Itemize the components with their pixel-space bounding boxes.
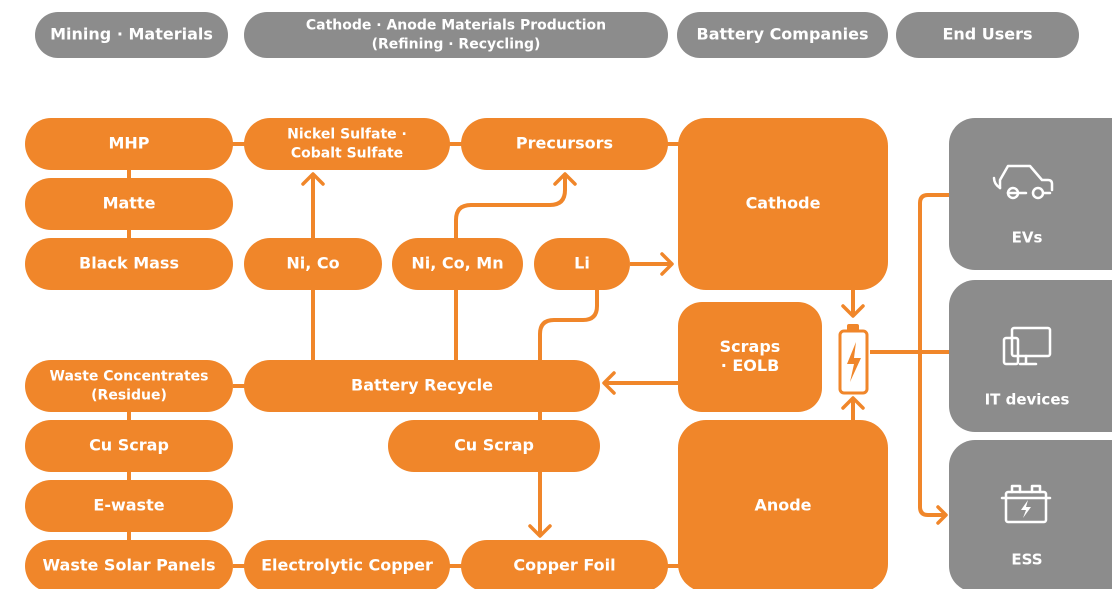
box-label: Precursors (516, 134, 613, 153)
box-label: Cu Scrap (89, 436, 169, 455)
box (244, 540, 450, 589)
box (392, 238, 523, 290)
box-label: Scraps (720, 337, 781, 356)
box (25, 238, 233, 290)
car-icon (992, 164, 1054, 200)
box (461, 540, 668, 589)
box (25, 360, 233, 412)
box-label: Matte (103, 194, 156, 213)
end-user-box (949, 118, 1112, 270)
box-label: Ni, Co (286, 254, 339, 273)
box (534, 238, 630, 290)
box (25, 178, 233, 230)
box (244, 360, 600, 412)
box (25, 540, 233, 589)
box-label: End Users (942, 25, 1032, 44)
box-label: (Residue) (91, 388, 167, 404)
boxes: Mining · Materials Cathode · Anode Materi… (25, 12, 1112, 589)
battery-icon (838, 324, 869, 395)
box-label: (Refining · Recycling) (372, 37, 541, 53)
box-label: Battery Companies (697, 25, 869, 44)
box (25, 420, 233, 472)
connectors (127, 130, 949, 589)
devices-icon (1002, 326, 1052, 366)
end-user-label: EVs (1012, 229, 1043, 247)
box (678, 118, 888, 290)
box (25, 118, 233, 170)
box (35, 12, 228, 58)
box-label: Li (574, 254, 590, 273)
box-label: Waste Solar Panels (42, 556, 215, 575)
box-label: Cathode (746, 194, 821, 213)
box-label: Cobalt Sulfate (291, 146, 403, 162)
box (25, 480, 233, 532)
box-label: Black Mass (79, 254, 179, 273)
end-user-label: ESS (1011, 551, 1042, 569)
box (678, 420, 888, 589)
box (896, 12, 1079, 58)
box (678, 302, 822, 412)
end-user-label: IT devices (985, 391, 1070, 409)
box-label: Cu Scrap (454, 436, 534, 455)
end-user-box (949, 440, 1112, 589)
box-label: Cathode · Anode Materials Production (306, 18, 606, 34)
box-label: E-waste (93, 496, 164, 515)
box-label: Mining · Materials (50, 25, 213, 44)
box (244, 238, 382, 290)
box-label: MHP (108, 134, 149, 153)
box-label: Electrolytic Copper (261, 556, 433, 575)
box-label: Battery Recycle (351, 376, 493, 395)
box (244, 12, 668, 58)
box (677, 12, 888, 58)
box-label: Anode (754, 496, 811, 515)
box-label: Copper Foil (513, 556, 615, 575)
box (244, 118, 450, 170)
box (388, 420, 600, 472)
box (461, 118, 668, 170)
box-label: Nickel Sulfate · (287, 127, 407, 143)
box-label: Ni, Co, Mn (411, 254, 503, 273)
ess-icon (1000, 484, 1052, 524)
box-label: Waste Concentrates (50, 369, 209, 385)
box-label: · EOLB (721, 356, 780, 375)
